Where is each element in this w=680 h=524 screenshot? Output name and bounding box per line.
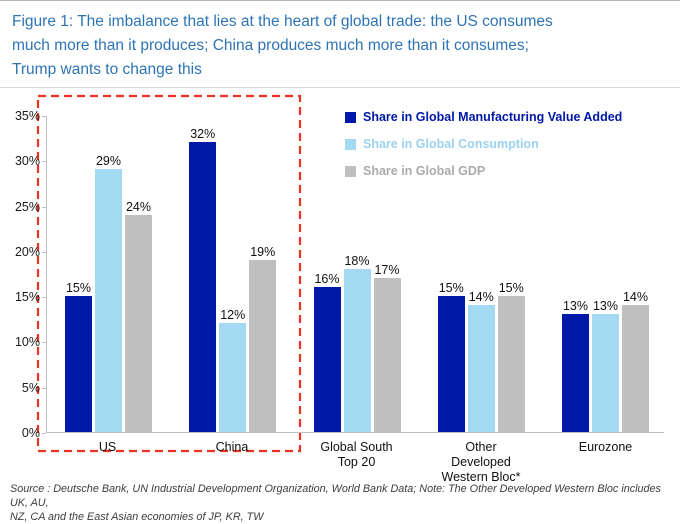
category-label-cell: Global South Top 20 bbox=[313, 440, 400, 485]
y-axis-tick-mark bbox=[42, 116, 46, 117]
figure-title-line: Trump wants to change this bbox=[12, 61, 202, 78]
bar-column: 32% bbox=[189, 127, 217, 432]
figure-title: Figure 1: The imbalance that lies at the… bbox=[0, 1, 680, 88]
bar-value-label: 24% bbox=[125, 200, 152, 214]
chart-legend: Share in Global Manufacturing Value Adde… bbox=[345, 110, 622, 191]
legend-swatch bbox=[345, 165, 356, 177]
bar-value-label: 13% bbox=[562, 299, 589, 313]
y-axis-tick-mark bbox=[42, 388, 46, 389]
bar-value-label: 29% bbox=[95, 154, 122, 168]
category-axis: US China Global South Top 20 Other Develope… bbox=[46, 440, 664, 485]
y-axis-tick-label: 0% bbox=[21, 426, 40, 440]
y-axis-tick-label: 20% bbox=[14, 245, 40, 259]
y-axis-tick-label: 10% bbox=[14, 335, 40, 349]
bar-column: 15% bbox=[497, 281, 525, 432]
bar-value-label: 14% bbox=[468, 290, 494, 304]
bar bbox=[219, 323, 247, 432]
legend-label: Share in Global Manufacturing Value Adde… bbox=[363, 110, 623, 124]
bar-column: 13% bbox=[592, 299, 619, 432]
bar-column: 17% bbox=[373, 263, 401, 432]
bar bbox=[622, 305, 649, 432]
bar-column: 15% bbox=[65, 281, 92, 432]
bar-column: 29% bbox=[95, 154, 122, 432]
bar-column: 19% bbox=[249, 245, 277, 432]
category-label-cell: US bbox=[64, 440, 151, 485]
y-axis-tick-label: 30% bbox=[14, 154, 40, 168]
category-label: US bbox=[98, 440, 117, 454]
bar-value-label: 19% bbox=[250, 245, 276, 259]
bar-group: 32% 12% 19% bbox=[189, 127, 277, 432]
y-axis: 0% 5% 10% 15% 20% 25% 30% 35% bbox=[0, 94, 40, 474]
bar-column: 12% bbox=[219, 308, 247, 432]
bar-value-label: 15% bbox=[498, 281, 524, 295]
bar-chart: 0% 5% 10% 15% 20% 25% 30% 35% 15% 29% 24% 32% 12% 19… bbox=[0, 94, 680, 484]
legend-swatch bbox=[345, 138, 356, 150]
bar-group: 13% 13% 14% bbox=[562, 290, 649, 432]
bar-value-label: 12% bbox=[220, 308, 246, 322]
bar bbox=[437, 296, 465, 432]
legend-label: Share in Global GDP bbox=[363, 164, 486, 178]
legend-item: Share in Global Manufacturing Value Adde… bbox=[345, 110, 622, 124]
bar bbox=[592, 314, 619, 432]
bar-column: 16% bbox=[313, 272, 341, 432]
y-axis-tick-mark bbox=[42, 252, 46, 253]
category-label: Other Developed Western Bloc* bbox=[441, 440, 521, 484]
y-axis-tick-mark bbox=[42, 342, 46, 343]
bar bbox=[467, 305, 495, 432]
y-axis-tick-mark bbox=[42, 297, 46, 298]
y-axis-tick-label: 15% bbox=[14, 290, 40, 304]
bar-column: 14% bbox=[467, 290, 495, 432]
bar-value-label: 15% bbox=[438, 281, 464, 295]
bar bbox=[343, 269, 371, 432]
bar-group: 15% 14% 15% bbox=[437, 281, 525, 432]
bar-value-label: 18% bbox=[344, 254, 370, 268]
bar bbox=[313, 287, 341, 432]
figure-title-line: much more than it produces; China produc… bbox=[12, 37, 529, 54]
bar-column: 18% bbox=[343, 254, 371, 432]
figure-title-line: Figure 1: The imbalance that lies at the… bbox=[12, 13, 553, 30]
bar bbox=[373, 278, 401, 432]
y-axis-tick-label: 35% bbox=[14, 109, 40, 123]
bar bbox=[562, 314, 589, 432]
y-axis-tick-mark bbox=[42, 433, 46, 434]
legend-label: Share in Global Consumption bbox=[363, 137, 539, 151]
bar bbox=[95, 169, 122, 432]
category-label-cell: China bbox=[189, 440, 276, 485]
bar-group: 15% 29% 24% bbox=[65, 154, 152, 432]
category-label: Global South Top 20 bbox=[320, 440, 393, 469]
bar-column: 24% bbox=[125, 200, 152, 432]
bar-column: 15% bbox=[437, 281, 465, 432]
bar-value-label: 17% bbox=[374, 263, 400, 277]
bar-value-label: 16% bbox=[314, 272, 340, 286]
bar bbox=[249, 260, 277, 432]
bar-value-label: 32% bbox=[190, 127, 216, 141]
plot-area: 15% 29% 24% 32% 12% 19% 16% 18% 17% 15% 14% 15% 13% 1… bbox=[46, 116, 664, 433]
y-axis-tick-mark bbox=[42, 161, 46, 162]
source-note-line: NZ, CA and the East Asian economies of J… bbox=[10, 511, 264, 523]
legend-item: Share in Global GDP bbox=[345, 164, 622, 178]
y-axis-tick-label: 5% bbox=[21, 381, 40, 395]
source-note-line: Source : Deutsche Bank, UN Industrial De… bbox=[10, 483, 661, 509]
category-label-cell: Eurozone bbox=[562, 440, 649, 485]
category-label-cell: Other Developed Western Bloc* bbox=[438, 440, 525, 485]
legend-swatch bbox=[345, 111, 356, 123]
bar-column: 14% bbox=[622, 290, 649, 432]
category-label: China bbox=[215, 440, 249, 454]
category-label: Eurozone bbox=[578, 440, 633, 454]
bar bbox=[65, 296, 92, 432]
bar-value-label: 14% bbox=[622, 290, 649, 304]
bar bbox=[497, 296, 525, 432]
legend-item: Share in Global Consumption bbox=[345, 137, 622, 151]
bar bbox=[125, 215, 152, 432]
bar-value-label: 15% bbox=[65, 281, 92, 295]
y-axis-tick-mark bbox=[42, 207, 46, 208]
bar-group: 16% 18% 17% bbox=[313, 254, 401, 432]
bar bbox=[189, 142, 217, 432]
y-axis-tick-label: 25% bbox=[14, 200, 40, 214]
bar-value-label: 13% bbox=[592, 299, 619, 313]
bar-column: 13% bbox=[562, 299, 589, 432]
